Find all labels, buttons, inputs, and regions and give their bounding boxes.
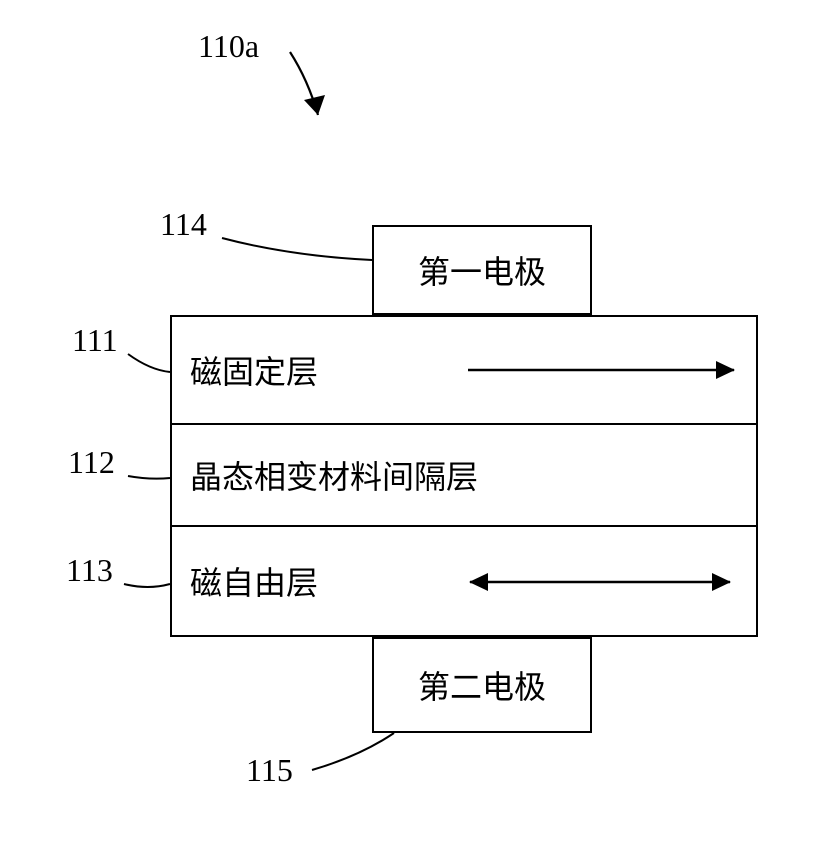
layer-text-113: 磁自由层 (172, 558, 318, 604)
layer-num-112: 112 (68, 444, 115, 481)
electrode-top-num: 114 (160, 206, 207, 243)
electrode-top-box: 第一电极 (372, 225, 592, 315)
layer-text-112: 晶态相变材料间隔层 (172, 452, 478, 498)
layer-box-111: 磁固定层 (170, 315, 758, 425)
layer-num-111: 111 (72, 322, 118, 359)
electrode-bottom-box: 第二电极 (372, 637, 592, 733)
figure-ref-label: 110a (198, 28, 259, 65)
layer-box-112: 晶态相变材料间隔层 (170, 423, 758, 527)
electrode-bottom-num: 115 (246, 752, 293, 789)
layer-num-113: 113 (66, 552, 113, 589)
electrode-bottom-text: 第二电极 (374, 662, 590, 708)
layer-text-111: 磁固定层 (172, 347, 318, 393)
diagram-canvas: 110a 第一电极 114 磁固定层 111 晶态相变材料间隔层 112 磁自由… (0, 0, 830, 851)
electrode-top-text: 第一电极 (374, 247, 590, 293)
layer-box-113: 磁自由层 (170, 525, 758, 637)
